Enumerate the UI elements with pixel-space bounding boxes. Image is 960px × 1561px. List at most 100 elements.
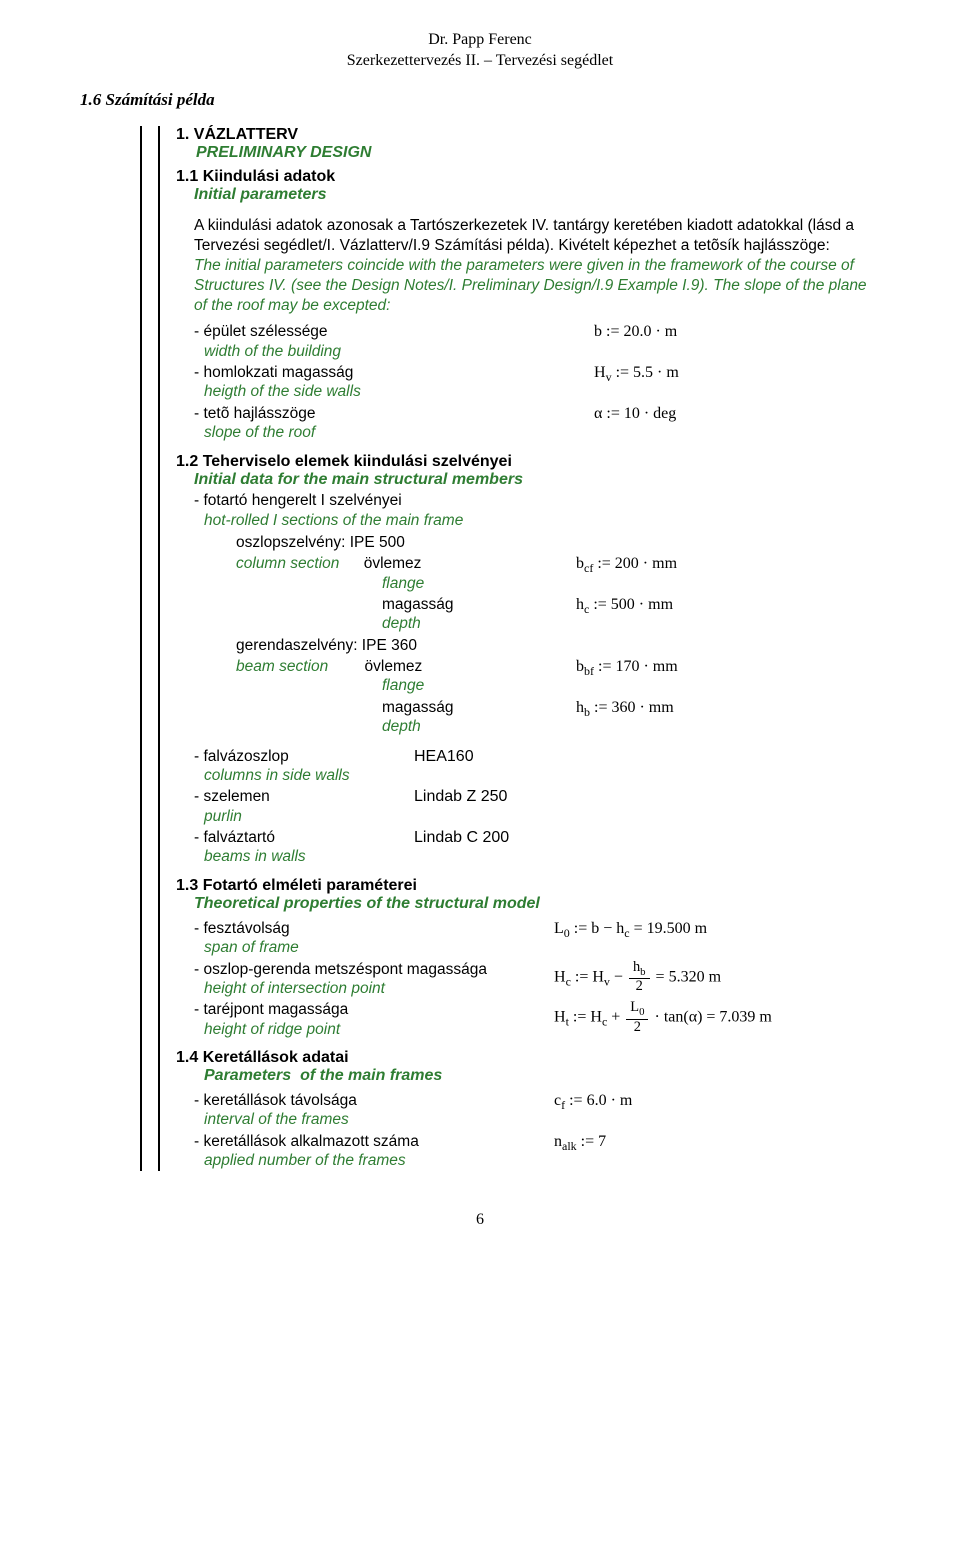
subheading-1-2: 1.2 Teherviselo elemek kiindulási szelvé… bbox=[176, 453, 880, 471]
s13-r2-lbl: - oszlop-gerenda metszéspont magassága h… bbox=[194, 960, 554, 999]
subheading-1-4-en: Parameters of the main frames bbox=[204, 1067, 880, 1085]
hb-val: hb := 360 · mm bbox=[576, 698, 674, 720]
param-value: b := 20.0 · m bbox=[594, 322, 677, 342]
content-outer: 1. VÁZLATTERV PRELIMINARY DESIGN 1.1 Kii… bbox=[140, 126, 880, 1171]
s13-r3-lbl: - taréjpont magassága height of ridge po… bbox=[194, 1000, 554, 1039]
section-title: 1.6 Számítási példa bbox=[80, 90, 880, 110]
s13-r2-hu: - oszlop-gerenda metszéspont magassága bbox=[194, 961, 487, 978]
s14-r2-en: applied number of the frames bbox=[194, 1152, 406, 1169]
depth: depth bbox=[236, 615, 421, 632]
param-row-height: - homlokzati magasság heigth of the side… bbox=[176, 363, 880, 402]
s12-line1: - fotartó hengerelt I szelvényei hot-rol… bbox=[176, 491, 880, 531]
s12-l1-en: hot-rolled I sections of the main frame bbox=[194, 512, 463, 529]
s12-l1-hu: - fotartó hengerelt I szelvényei bbox=[194, 492, 402, 509]
subheading-1-1: 1.1 Kiindulási adatok bbox=[176, 168, 880, 186]
colsec: column section bbox=[236, 555, 339, 572]
param-label-en: slope of the roof bbox=[194, 424, 315, 441]
falvaztarto-row: - falváztartó beams in walls Lindab C 20… bbox=[176, 828, 880, 867]
para-1-hu: A kiindulási adatok azonosak a Tartószer… bbox=[194, 217, 854, 254]
s14-r2-hu: - keretállások alkalmazott száma bbox=[194, 1133, 419, 1150]
s13-r2-en: height of intersection point bbox=[194, 980, 385, 997]
s14-r1-val: cf := 6.0 · m bbox=[554, 1091, 632, 1113]
heading-1-num: 1. VÁZLATTERV bbox=[176, 126, 298, 143]
s13-r1-lbl: - fesztávolság span of frame bbox=[194, 919, 554, 958]
subheading-1-2-en: Initial data for the main structural mem… bbox=[194, 471, 880, 489]
beam-ovlemez: beam section övlemez flange bbf := 170 ·… bbox=[176, 657, 880, 696]
szelemen-row: - szelemen purlin Lindab Z 250 bbox=[176, 787, 880, 826]
page-header: Dr. Papp Ferenc Szerkezettervezés II. – … bbox=[80, 30, 880, 72]
magassag: magasság bbox=[236, 596, 454, 613]
szelemen-en: purlin bbox=[194, 808, 242, 825]
s13-r1-en: span of frame bbox=[194, 939, 299, 956]
param-label-hu: - épület szélessége bbox=[194, 323, 328, 340]
flange: flange bbox=[236, 575, 424, 592]
bcf-val: bcf := 200 · mm bbox=[576, 554, 677, 576]
depth2: depth bbox=[236, 718, 421, 735]
gerenda-label: gerendaszelvény: IPE 360 bbox=[236, 636, 576, 655]
falvaz-hu: - falvázoszlop bbox=[194, 748, 289, 765]
oszlop-label: oszlopszelvény: IPE 500 bbox=[236, 533, 576, 552]
beam-magassag: magasság depth hb := 360 · mm bbox=[176, 698, 880, 737]
subheading-1-4: 1.4 Keretállások adatai bbox=[176, 1049, 880, 1067]
ovlemez2: övlemez bbox=[333, 658, 423, 675]
s14-r1-lbl: - keretállások távolsága interval of the… bbox=[194, 1091, 554, 1130]
para-1-en: The initial parameters coincide with the… bbox=[194, 257, 867, 314]
header-line-2: Szerkezettervezés II. – Tervezési segédl… bbox=[80, 51, 880, 72]
subheading-1-1-en: Initial parameters bbox=[194, 186, 880, 204]
beam-ovl-lbl: beam section övlemez flange bbox=[236, 657, 576, 696]
content-inner: 1. VÁZLATTERV PRELIMINARY DESIGN 1.1 Kii… bbox=[158, 126, 880, 1171]
szelemen-val: Lindab Z 250 bbox=[414, 787, 507, 807]
col-ovlemez: column section övlemez flange bcf := 200… bbox=[176, 554, 880, 593]
falvazt-hu: - falváztartó bbox=[194, 829, 275, 846]
param-row-width: - épület szélessége width of the buildin… bbox=[176, 322, 880, 361]
falvazt-val: Lindab C 200 bbox=[414, 828, 509, 848]
bbf-val: bbf := 170 · mm bbox=[576, 657, 678, 679]
param-row-slope: - tetõ hajlásszöge slope of the roof α :… bbox=[176, 404, 880, 443]
beamsec: beam section bbox=[236, 658, 328, 675]
gerenda-line: gerendaszelvény: IPE 360 bbox=[176, 636, 880, 655]
s14-r2-lbl: - keretállások alkalmazott száma applied… bbox=[194, 1132, 554, 1171]
col-magassag: magasság depth hc := 500 · mm bbox=[176, 595, 880, 634]
para-1: A kiindulási adatok azonosak a Tartószer… bbox=[176, 216, 880, 317]
s13-r3-val: Ht := Hc + L02 · tan(α) = 7.039 m bbox=[554, 1000, 772, 1036]
s13-r2: - oszlop-gerenda metszéspont magassága h… bbox=[176, 960, 880, 999]
subheading-1-3: 1.3 Fotartó elméleti paraméterei bbox=[176, 877, 880, 895]
param-label: - épület szélessége width of the buildin… bbox=[194, 322, 594, 361]
param-label: - homlokzati magasság heigth of the side… bbox=[194, 363, 594, 402]
hc-val: hc := 500 · mm bbox=[576, 595, 673, 617]
s13-r1: - fesztávolság span of frame L0 := b − h… bbox=[176, 919, 880, 958]
page-number: 6 bbox=[80, 1211, 880, 1229]
s13-r3-en: height of ridge point bbox=[194, 1021, 340, 1038]
flange2: flange bbox=[236, 677, 424, 694]
s13-r2-val: Hc := Hv − hb2 = 5.320 m bbox=[554, 960, 721, 996]
header-line-1: Dr. Papp Ferenc bbox=[80, 30, 880, 51]
falvaz-val: HEA160 bbox=[414, 747, 474, 767]
param-label-hu: - tetõ hajlásszöge bbox=[194, 405, 316, 422]
s14-r2-val: nalk := 7 bbox=[554, 1132, 606, 1154]
param-label-hu: - homlokzati magasság bbox=[194, 364, 353, 381]
s14-r1: - keretállások távolsága interval of the… bbox=[176, 1091, 880, 1130]
magassag2: magasság bbox=[236, 699, 454, 716]
ovlemez: övlemez bbox=[344, 555, 422, 572]
heading-1: 1. VÁZLATTERV PRELIMINARY DESIGN bbox=[176, 126, 880, 162]
szelemen-hu: - szelemen bbox=[194, 788, 270, 805]
page: Dr. Papp Ferenc Szerkezettervezés II. – … bbox=[0, 0, 960, 1269]
s13-r1-val: L0 := b − hc = 19.500 m bbox=[554, 919, 707, 941]
s13-r1-hu: - fesztávolság bbox=[194, 920, 290, 937]
param-value: α := 10 · deg bbox=[594, 404, 676, 424]
szelemen-lbl: - szelemen purlin bbox=[194, 787, 414, 826]
oszlop-line: oszlopszelvény: IPE 500 bbox=[176, 533, 880, 552]
falvazoszlop-row: - falvázoszlop columns in side walls HEA… bbox=[176, 747, 880, 786]
param-label: - tetõ hajlásszöge slope of the roof bbox=[194, 404, 594, 443]
s13-r3: - taréjpont magassága height of ridge po… bbox=[176, 1000, 880, 1039]
falvazt-lbl: - falváztartó beams in walls bbox=[194, 828, 414, 867]
s13-r3-hu: - taréjpont magassága bbox=[194, 1001, 348, 1018]
param-label-en: width of the building bbox=[194, 343, 341, 360]
falvaz-lbl: - falvázoszlop columns in side walls bbox=[194, 747, 414, 786]
heading-1-en: PRELIMINARY DESIGN bbox=[176, 144, 371, 161]
param-value: Hv := 5.5 · m bbox=[594, 363, 679, 385]
param-label-en: heigth of the side walls bbox=[194, 383, 361, 400]
col-mag-lbl: magasság depth bbox=[236, 595, 576, 634]
falvazt-en: beams in walls bbox=[194, 848, 306, 865]
subheading-1-3-en: Theoretical properties of the structural… bbox=[194, 895, 880, 913]
